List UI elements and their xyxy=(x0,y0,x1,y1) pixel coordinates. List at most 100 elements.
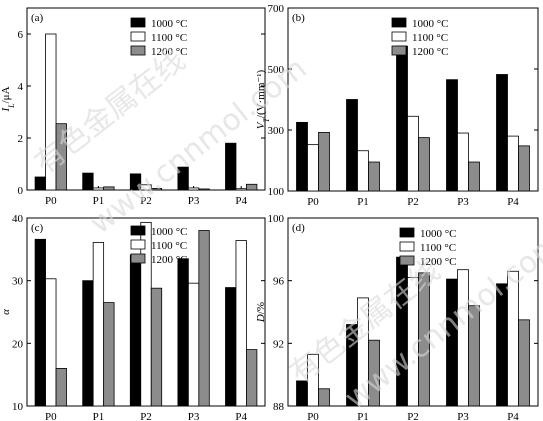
bar-1200-p3 xyxy=(468,161,480,192)
bar-1200-p2 xyxy=(150,287,163,407)
y-tick-label: 300 xyxy=(268,125,285,137)
y-axis-label: VT/(V·mm⁻¹) xyxy=(255,69,271,129)
bar-1100-p3 xyxy=(187,282,200,407)
y-tick-label: 30 xyxy=(12,276,24,288)
bar-1100-p1 xyxy=(92,187,105,191)
legend-label: 1000 °C xyxy=(420,228,457,240)
bar-1200-p2 xyxy=(150,188,163,191)
y-tick-label: 92 xyxy=(273,338,284,350)
legend-label: 1100 °C xyxy=(151,32,187,44)
bar-1100-p0 xyxy=(45,33,57,191)
bar-1000-p2 xyxy=(129,254,142,407)
bar-1100-p2 xyxy=(140,184,152,191)
y-tick-label: 100 xyxy=(268,213,285,225)
bar-1000-p0 xyxy=(34,176,46,191)
x-tick-label: P3 xyxy=(457,196,469,208)
bar-1200-p0 xyxy=(55,367,67,407)
panel-label: (c) xyxy=(31,222,44,234)
legend-label: 1200 °C xyxy=(151,46,188,58)
y-axis-symbol: D xyxy=(255,314,267,323)
y-tick-label: 6 xyxy=(18,29,24,41)
panel-label: (a) xyxy=(31,12,44,24)
x-tick-label: P4 xyxy=(235,411,247,421)
legend: 1000 °C 1100 °C 1200 °C xyxy=(399,227,457,268)
legend-label: 1000 °C xyxy=(151,226,188,238)
x-tick-label: P3 xyxy=(188,195,200,207)
panel-label: (b) xyxy=(292,12,305,24)
panel-label: (d) xyxy=(292,222,305,234)
y-axis-symbol: I xyxy=(0,107,12,113)
legend-swatch xyxy=(130,239,146,250)
legend-label: 1200 °C xyxy=(151,254,188,266)
bar-1100-p4 xyxy=(507,135,519,192)
bar-1000-p4 xyxy=(225,142,237,191)
legend-swatch xyxy=(391,45,407,56)
bar-1200-p3 xyxy=(198,230,210,407)
y-tick-label: 40 xyxy=(12,213,24,225)
bar-1000-p1 xyxy=(82,280,94,407)
bar-1000-p0 xyxy=(34,238,46,407)
bar-1200-p4 xyxy=(518,145,530,192)
x-tick-label: P4 xyxy=(507,411,519,421)
legend-label: 1000 °C xyxy=(412,18,449,30)
bar-1200-p3 xyxy=(198,188,210,191)
x-tick-label: P1 xyxy=(93,195,105,207)
legend-swatch xyxy=(391,17,407,28)
legend-swatch xyxy=(130,17,146,28)
y-tick-label: 100 xyxy=(268,186,285,198)
legend-label: 1200 °C xyxy=(420,256,457,268)
x-tick-label: P0 xyxy=(45,195,57,207)
y-axis-label: D/% xyxy=(255,302,267,323)
y-axis-unit: /% xyxy=(255,302,267,314)
legend-label: 1200 °C xyxy=(412,46,449,58)
legend-swatch xyxy=(391,31,407,42)
bar-1200-p0 xyxy=(318,388,330,407)
y-axis-label: α xyxy=(0,309,12,315)
bar-1000-p1 xyxy=(346,99,358,192)
bar-1200-p3 xyxy=(468,305,480,407)
x-tick-label: P2 xyxy=(140,411,152,421)
x-tick-label: P2 xyxy=(140,195,152,207)
bar-1200-p1 xyxy=(368,161,380,192)
x-tick-label: P3 xyxy=(457,411,469,421)
bar-1200-p2 xyxy=(418,137,430,192)
x-tick-label: P1 xyxy=(357,411,369,421)
bar-1100-p0 xyxy=(45,278,57,407)
legend-swatch xyxy=(130,45,146,56)
y-tick-label: 88 xyxy=(273,401,285,413)
bar-1000-p2 xyxy=(129,173,142,191)
x-tick-label: P3 xyxy=(188,411,200,421)
bar-1000-p4 xyxy=(225,287,237,407)
y-tick-label: 10 xyxy=(12,401,24,413)
legend-label: 1000 °C xyxy=(151,18,188,30)
bar-1100-p0 xyxy=(307,144,319,192)
bar-1200-p4 xyxy=(246,349,258,407)
bar-1100-p3 xyxy=(457,132,469,192)
bar-1000-p3 xyxy=(177,258,189,407)
x-tick-label: P0 xyxy=(307,411,319,421)
x-tick-label: P4 xyxy=(235,195,247,207)
bar-1100-p1 xyxy=(92,242,105,407)
bar-1200-p1 xyxy=(103,302,115,407)
bar-1100-p1 xyxy=(357,150,369,192)
bar-1100-p2 xyxy=(407,115,419,192)
bar-1200-p1 xyxy=(368,339,380,407)
y-axis-subscript: L xyxy=(7,103,16,109)
x-tick-label: P0 xyxy=(45,411,57,421)
legend-swatch xyxy=(399,255,415,266)
legend-label: 1100 °C xyxy=(412,32,448,44)
bar-1200-p0 xyxy=(318,132,330,192)
legend-swatch xyxy=(130,253,146,264)
legend-swatch xyxy=(399,241,415,252)
bar-1000-p4 xyxy=(496,74,508,192)
y-axis-subscript: T xyxy=(262,117,271,122)
bar-1000-p3 xyxy=(177,166,189,191)
legend-label: 1100 °C xyxy=(420,242,456,254)
legend: 1000 °C 1100 °C 1200 °C xyxy=(130,225,188,266)
bar-1100-p3 xyxy=(187,187,200,191)
bar-1100-p0 xyxy=(307,353,319,407)
legend-label: 1100 °C xyxy=(151,240,187,252)
bar-1200-p2 xyxy=(418,272,430,407)
